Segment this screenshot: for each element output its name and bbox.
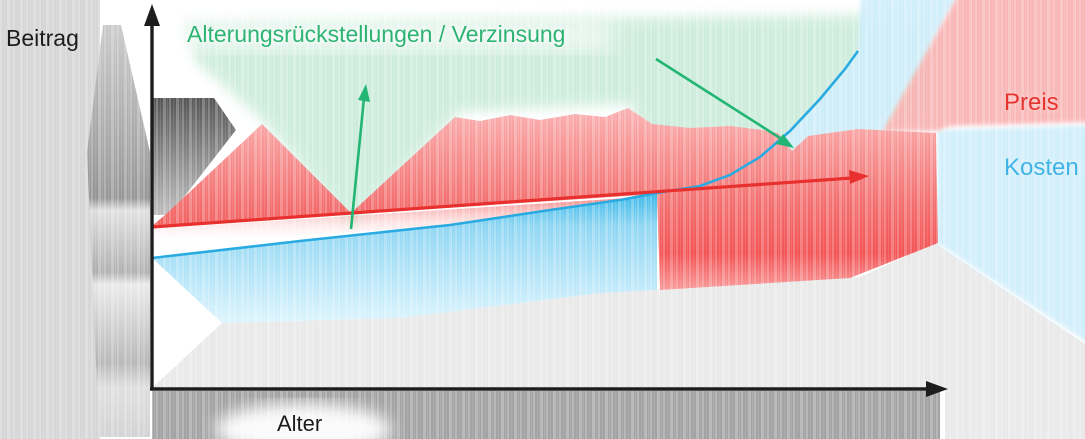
reserve-arrow-down	[655, 57, 781, 140]
x-axis-label: Alter	[277, 411, 323, 436]
reserve-arrow-up-head	[358, 84, 370, 102]
price-label: Preis	[1004, 89, 1059, 116]
cost-curve	[151, 50, 860, 260]
reserve-arrow-down-head	[776, 134, 794, 148]
reserve-arrow-up	[349, 97, 366, 230]
x-axis-arrowhead	[926, 381, 948, 397]
cost-label: Kosten	[1004, 154, 1079, 181]
y-axis-arrowhead	[144, 4, 160, 26]
annotation-label: Alterungsrückstellungen / Verzinsung	[187, 21, 566, 47]
price-line	[151, 176, 853, 229]
price-line-arrowhead	[849, 170, 869, 184]
y-axis-label: Beitrag	[6, 25, 79, 51]
